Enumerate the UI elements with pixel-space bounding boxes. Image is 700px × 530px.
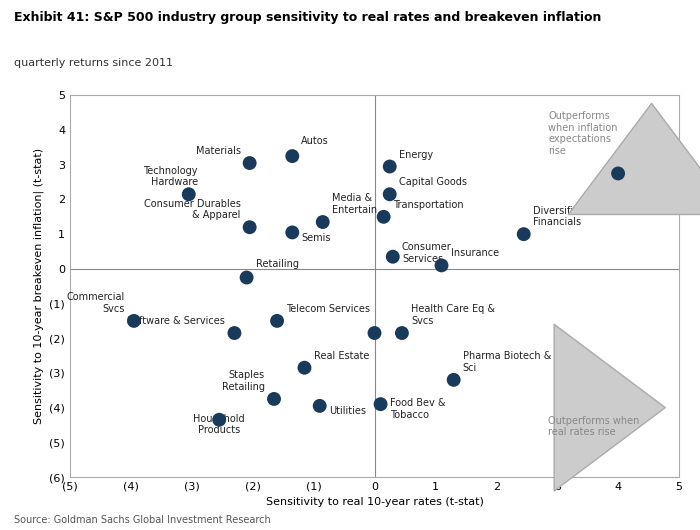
Point — [268, 395, 279, 403]
Point — [229, 329, 240, 337]
Text: Real Estate: Real Estate — [314, 351, 369, 361]
Point — [317, 218, 328, 226]
Text: Capital Goods: Capital Goods — [399, 178, 467, 187]
Text: Staples
Retailing: Staples Retailing — [222, 370, 265, 392]
Text: Outperforms when
real rates rise: Outperforms when real rates rise — [548, 416, 639, 437]
Text: Commercial
Svcs: Commercial Svcs — [66, 293, 125, 314]
Text: Consumer Durables
& Apparel: Consumer Durables & Apparel — [144, 199, 241, 220]
Text: Utilities: Utilities — [329, 407, 366, 416]
Text: Insurance: Insurance — [451, 249, 498, 259]
Point — [384, 162, 395, 171]
Text: Telecom Services: Telecom Services — [286, 304, 370, 314]
Text: Health Care Eq &
Svcs: Health Care Eq & Svcs — [411, 305, 495, 326]
Text: Source: Goldman Sachs Global Investment Research: Source: Goldman Sachs Global Investment … — [14, 515, 271, 525]
Point — [375, 400, 386, 409]
Point — [518, 230, 529, 239]
Point — [287, 228, 298, 237]
Point — [369, 329, 380, 337]
Y-axis label: Sensitivity to 10-year breakeven inflation| (t-stat): Sensitivity to 10-year breakeven inflati… — [33, 148, 43, 424]
Point — [128, 316, 139, 325]
Text: Software & Services: Software & Services — [127, 316, 225, 326]
Text: Outperforms
when inflation
expectations
rise: Outperforms when inflation expectations … — [548, 111, 617, 156]
Point — [299, 364, 310, 372]
Point — [384, 190, 395, 199]
X-axis label: Sensitivity to real 10-year rates (t-stat): Sensitivity to real 10-year rates (t-sta… — [265, 498, 484, 507]
Text: Transportation: Transportation — [393, 200, 463, 210]
Text: Materials: Materials — [195, 146, 241, 156]
Point — [396, 329, 407, 337]
Point — [387, 252, 398, 261]
Text: Retailing: Retailing — [256, 259, 299, 269]
Point — [244, 223, 256, 232]
Text: Pharma Biotech & Life
Sci: Pharma Biotech & Life Sci — [463, 351, 572, 373]
Point — [244, 159, 256, 167]
Text: Media &
Entertain: Media & Entertain — [332, 193, 377, 215]
Point — [612, 169, 624, 178]
Text: Food Bev &
Tobacco: Food Bev & Tobacco — [390, 398, 445, 420]
Point — [272, 316, 283, 325]
Point — [183, 190, 195, 199]
Point — [448, 376, 459, 384]
Text: Banks: Banks — [627, 156, 657, 166]
Text: Consumer
Services: Consumer Services — [402, 242, 452, 263]
Text: Exhibit 41: S&P 500 industry group sensitivity to real rates and breakeven infla: Exhibit 41: S&P 500 industry group sensi… — [14, 11, 601, 24]
Text: Technology
Hardware: Technology Hardware — [144, 166, 198, 187]
Point — [214, 416, 225, 424]
Point — [287, 152, 298, 161]
Text: Semis: Semis — [302, 233, 331, 243]
Point — [314, 402, 326, 410]
Point — [436, 261, 447, 270]
Text: Energy: Energy — [399, 149, 433, 160]
Text: Diversified
Financials: Diversified Financials — [533, 206, 585, 227]
Text: quarterly returns since 2011: quarterly returns since 2011 — [14, 58, 173, 68]
Text: Autos: Autos — [302, 136, 329, 146]
Point — [378, 213, 389, 221]
Point — [241, 273, 252, 282]
Text: Household
Products: Household Products — [193, 414, 245, 435]
